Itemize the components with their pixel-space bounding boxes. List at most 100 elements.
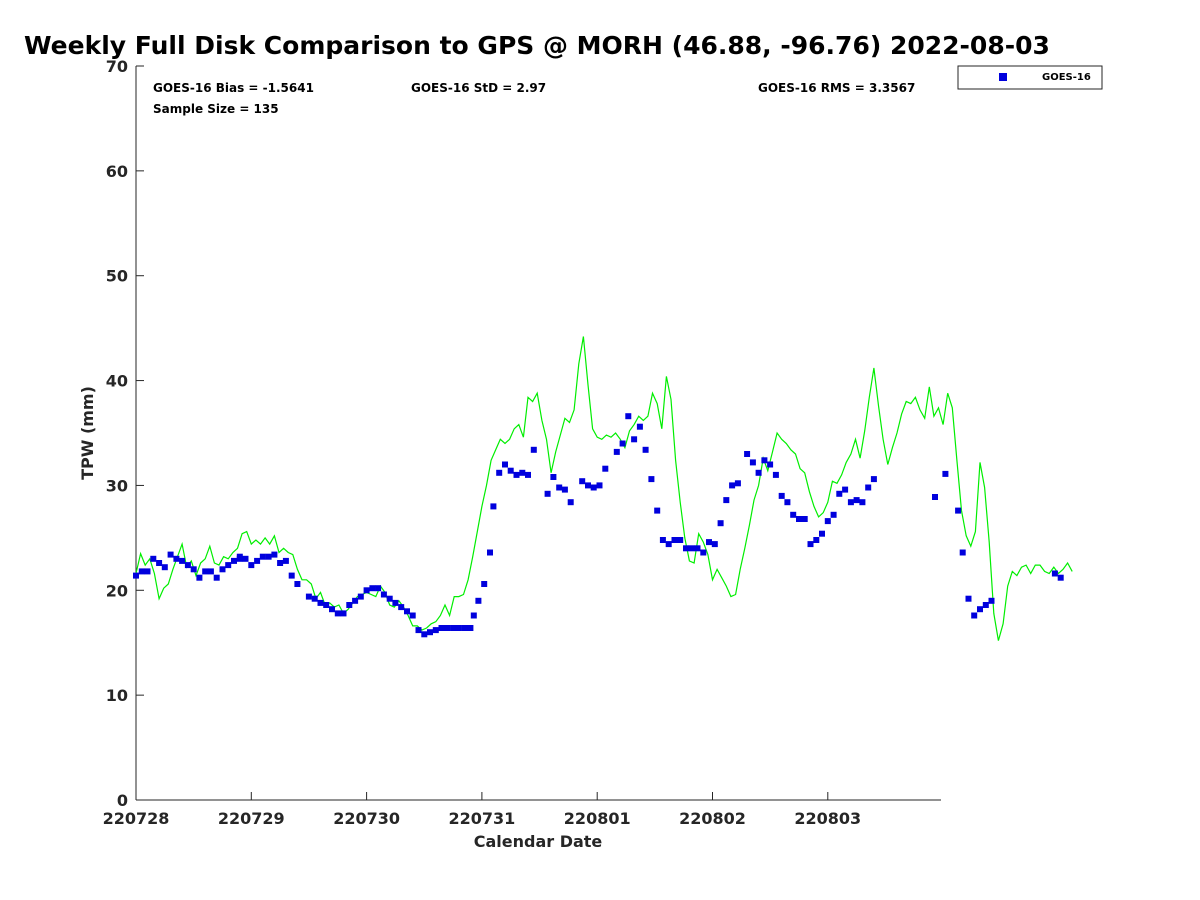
goes-point bbox=[859, 499, 866, 506]
goes-point bbox=[167, 551, 174, 558]
chart-title: Weekly Full Disk Comparison to GPS @ MOR… bbox=[24, 31, 1050, 60]
goes-point bbox=[602, 465, 609, 472]
goes-point bbox=[590, 484, 597, 491]
goes-point bbox=[334, 610, 341, 617]
goes-point bbox=[767, 461, 774, 468]
goes-point bbox=[357, 593, 364, 600]
goes-point bbox=[796, 516, 802, 522]
goes-point bbox=[830, 511, 837, 518]
goes-point bbox=[567, 499, 574, 506]
goes-point bbox=[870, 476, 877, 483]
legend: GOES-16 bbox=[957, 65, 1103, 90]
y-tick-label: 70 bbox=[106, 57, 128, 76]
goes-point bbox=[265, 553, 272, 560]
goes-point bbox=[207, 568, 214, 575]
goes-point bbox=[144, 568, 151, 575]
goes-point bbox=[842, 486, 849, 493]
goes-point bbox=[977, 606, 983, 613]
y-axis-label: TPW (mm) bbox=[78, 386, 97, 480]
goes-point bbox=[1051, 570, 1058, 577]
y-tick-label: 20 bbox=[106, 581, 128, 600]
goes-point bbox=[254, 557, 261, 564]
goes-point bbox=[213, 574, 220, 581]
goes-point bbox=[932, 494, 938, 500]
y-axis-ticks: 0 10 20 30 40 50 60 70 bbox=[106, 57, 144, 810]
goes-point bbox=[625, 413, 632, 420]
goes-point bbox=[438, 625, 445, 631]
goes-point bbox=[380, 591, 387, 598]
goes-point bbox=[490, 503, 497, 510]
goes-point bbox=[190, 566, 197, 573]
x-tick-label: 220731 bbox=[449, 809, 516, 828]
plot-frame bbox=[135, 66, 941, 801]
goes-point bbox=[502, 461, 508, 468]
goes-point bbox=[363, 587, 370, 594]
goes-point bbox=[654, 507, 661, 514]
goes-point bbox=[179, 557, 186, 564]
goes-point bbox=[819, 530, 825, 537]
goes-point bbox=[807, 541, 814, 548]
goes-point bbox=[346, 602, 353, 608]
goes-point bbox=[965, 595, 972, 602]
goes-point bbox=[813, 537, 820, 543]
goes-point bbox=[415, 627, 422, 634]
goes-point bbox=[836, 490, 843, 497]
y-tick-label: 0 bbox=[117, 791, 128, 810]
goes-point bbox=[711, 541, 718, 548]
goes-point bbox=[317, 599, 324, 606]
goes-point bbox=[150, 555, 157, 562]
goes-point bbox=[700, 549, 707, 556]
goes-point bbox=[369, 585, 376, 592]
goes-point bbox=[749, 459, 756, 466]
y-tick-label: 40 bbox=[106, 372, 128, 391]
y-tick-label: 50 bbox=[106, 267, 128, 286]
sample-size-stat: Sample Size = 135 bbox=[153, 102, 279, 116]
goes-point bbox=[455, 625, 462, 631]
goes-point bbox=[544, 490, 551, 497]
goes-point bbox=[392, 599, 399, 606]
goes-point bbox=[236, 553, 243, 560]
goes-point bbox=[790, 511, 797, 518]
goes-point bbox=[642, 446, 649, 453]
goes-point bbox=[706, 539, 712, 546]
goes-point bbox=[196, 574, 203, 581]
goes-point bbox=[294, 581, 301, 587]
goes-point bbox=[659, 537, 666, 543]
goes-point bbox=[942, 470, 949, 477]
goes-point bbox=[161, 564, 168, 571]
goes-point bbox=[323, 602, 330, 608]
y-tick-label: 30 bbox=[106, 476, 128, 495]
x-tick-label: 220802 bbox=[679, 809, 746, 828]
goes-point bbox=[375, 585, 382, 592]
goes-point bbox=[475, 597, 482, 604]
goes-point bbox=[723, 497, 730, 504]
goes-point bbox=[959, 549, 966, 556]
goes-point bbox=[173, 555, 180, 562]
goes-point bbox=[248, 562, 255, 569]
goes-point bbox=[665, 541, 672, 548]
goes-point bbox=[694, 545, 701, 552]
goes-point bbox=[636, 423, 643, 430]
goes-point bbox=[421, 631, 428, 638]
goes-point bbox=[513, 471, 520, 478]
goes-point bbox=[219, 566, 226, 573]
goes-point bbox=[467, 625, 474, 631]
goes-point bbox=[184, 562, 191, 569]
goes-point bbox=[259, 553, 266, 560]
goes-point bbox=[282, 557, 289, 564]
goes-point bbox=[138, 568, 145, 575]
goes-point bbox=[824, 518, 831, 525]
x-tick-label: 220728 bbox=[103, 809, 170, 828]
goes-point bbox=[734, 480, 741, 487]
gps-series bbox=[135, 336, 1073, 641]
goes-point bbox=[619, 440, 626, 447]
goes-point bbox=[461, 625, 468, 631]
goes-point bbox=[225, 562, 232, 569]
goes-point bbox=[311, 595, 318, 602]
goes-point bbox=[352, 597, 359, 604]
std-stat: GOES-16 StD = 2.97 bbox=[411, 81, 546, 95]
goes-point bbox=[398, 604, 405, 611]
goes-point bbox=[971, 612, 978, 619]
goes-point bbox=[156, 560, 163, 566]
goes-point bbox=[507, 467, 514, 474]
